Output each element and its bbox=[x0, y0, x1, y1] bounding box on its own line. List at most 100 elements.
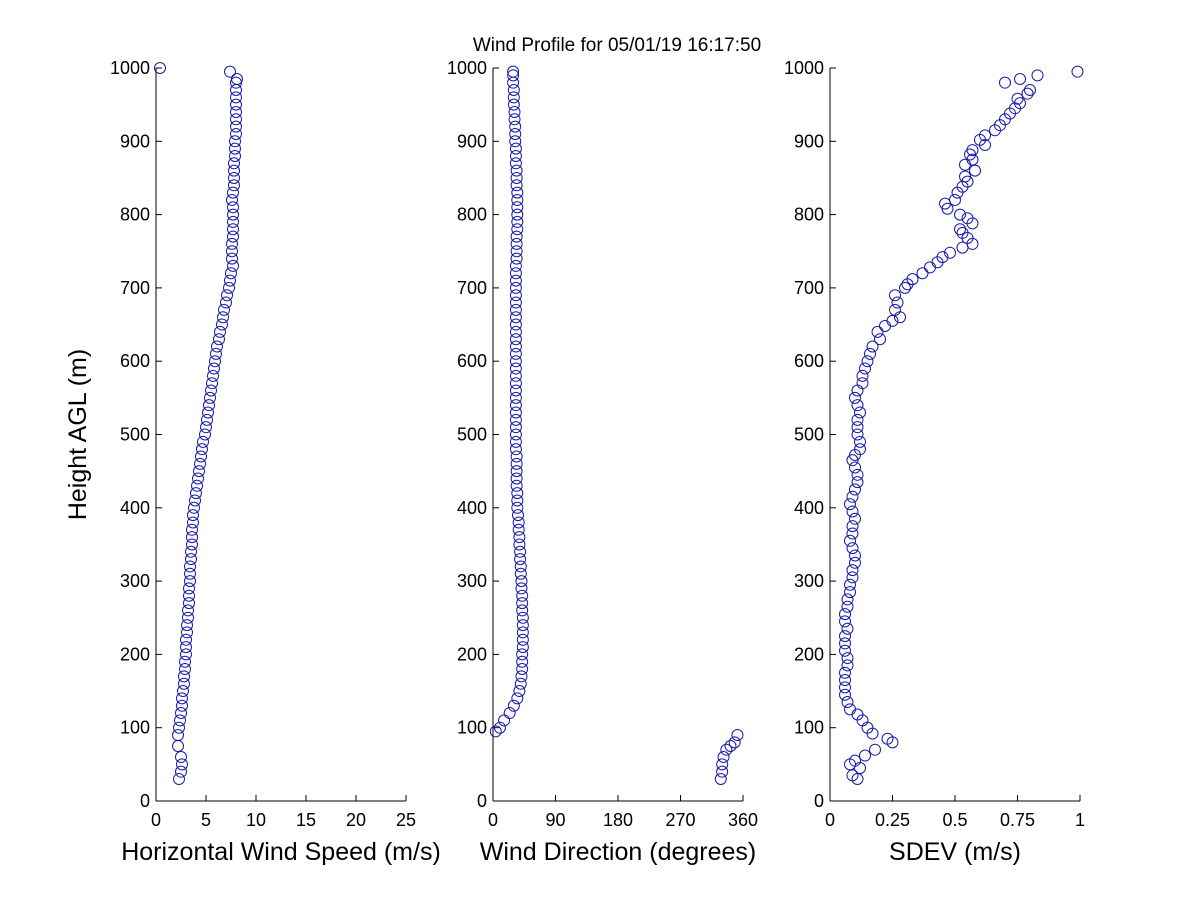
speed-data-point bbox=[194, 457, 206, 470]
sdev-y-tick-label: 500 bbox=[794, 425, 824, 445]
speed-data-point bbox=[177, 685, 189, 698]
direction-x-tick-label: 270 bbox=[665, 810, 695, 830]
speed-data-point bbox=[205, 384, 217, 397]
sdev-data-point bbox=[851, 468, 864, 481]
speed-data-point bbox=[195, 450, 207, 463]
sdev-data-point bbox=[956, 226, 969, 239]
sdev-data-point bbox=[839, 688, 851, 701]
sdev-data-point bbox=[844, 586, 856, 599]
direction-data-point bbox=[717, 751, 730, 764]
figure-title: Wind Profile for 05/01/19 16:17:50 bbox=[473, 35, 761, 56]
sdev-data-point bbox=[966, 144, 979, 157]
speed-data-point bbox=[227, 223, 239, 236]
sdev-data-point bbox=[949, 193, 961, 206]
direction-data-point bbox=[509, 428, 522, 441]
speed-data-point bbox=[178, 670, 190, 683]
sdev-data-point bbox=[889, 303, 901, 316]
speed-data-point bbox=[203, 399, 215, 412]
sdev-data-point bbox=[849, 483, 861, 496]
speed-data-point bbox=[176, 699, 188, 712]
sdev-y-tick-label: 200 bbox=[794, 644, 824, 664]
direction-data-point bbox=[509, 289, 522, 302]
sdev-data-point bbox=[841, 593, 854, 606]
speed-data-point bbox=[226, 237, 238, 250]
speed-data-point bbox=[196, 443, 208, 456]
sdev-data-point bbox=[961, 212, 974, 225]
speed-data-point bbox=[227, 186, 239, 199]
sdev-data-point bbox=[886, 314, 899, 327]
speed-data-point bbox=[173, 721, 185, 734]
sdev-y-tick-label: 800 bbox=[794, 205, 824, 225]
speed-data-point bbox=[230, 113, 242, 126]
direction-data-point bbox=[513, 538, 526, 551]
speed-data-point bbox=[230, 98, 242, 111]
direction-data-point bbox=[511, 215, 524, 228]
direction-data-point bbox=[516, 597, 529, 610]
sdev-data-point bbox=[969, 164, 981, 177]
speed-data-point bbox=[180, 633, 192, 646]
sdev-data-point bbox=[1014, 72, 1026, 85]
speed-data-point bbox=[213, 333, 225, 346]
sdev-data-point bbox=[846, 571, 859, 584]
direction-data-point bbox=[509, 443, 522, 456]
speed-data-point bbox=[207, 369, 219, 382]
direction-data-point bbox=[507, 699, 520, 712]
speed-data-point bbox=[211, 340, 223, 353]
speed-data-point bbox=[217, 311, 229, 324]
sdev-data-point bbox=[854, 435, 866, 448]
direction-data-point bbox=[516, 663, 529, 676]
direction-x-tick-label: 0 bbox=[488, 810, 498, 830]
direction-data-point bbox=[507, 69, 520, 82]
sdev-data-point bbox=[891, 296, 904, 309]
speed-y-tick-label: 300 bbox=[120, 571, 150, 591]
speed-data-point bbox=[227, 208, 239, 221]
direction-data-point bbox=[509, 274, 522, 287]
sdev-data-point bbox=[849, 512, 861, 525]
direction-data-point bbox=[516, 641, 529, 654]
speed-data-point bbox=[179, 663, 191, 676]
speed-data-point bbox=[227, 259, 239, 272]
speed-data-point bbox=[188, 501, 200, 514]
direction-data-point bbox=[509, 399, 522, 412]
sdev-data-point bbox=[846, 564, 859, 577]
direction-data-point bbox=[511, 201, 524, 214]
direction-data-point bbox=[510, 171, 523, 184]
sdev-data-point bbox=[846, 520, 859, 533]
direction-data-point bbox=[516, 611, 529, 624]
direction-y-tick-label: 0 bbox=[477, 791, 487, 811]
direction-x-tick-label: 180 bbox=[603, 810, 633, 830]
direction-data-point bbox=[511, 692, 524, 705]
sdev-data-point bbox=[954, 223, 966, 236]
sdev-y-tick-label: 400 bbox=[794, 498, 824, 518]
direction-y-tick-label: 400 bbox=[457, 498, 487, 518]
sdev-y-tick-label: 1000 bbox=[784, 58, 824, 78]
direction-data-point bbox=[507, 91, 520, 104]
speed-data-point bbox=[187, 516, 199, 529]
direction-data-point bbox=[509, 355, 522, 368]
speed-data-point bbox=[199, 428, 211, 441]
direction-data-point bbox=[503, 707, 516, 720]
speed-x-tick-label: 25 bbox=[396, 810, 416, 830]
sdev-data-point bbox=[851, 413, 864, 426]
speed-data-point bbox=[176, 758, 188, 771]
speed-data-point bbox=[191, 479, 203, 492]
direction-data-point bbox=[516, 633, 529, 646]
sdev-data-point bbox=[881, 732, 894, 745]
direction-data-point bbox=[508, 105, 521, 118]
direction-data-point bbox=[509, 413, 522, 426]
direction-data-point bbox=[510, 465, 523, 478]
sdev-y-tick-label: 100 bbox=[794, 718, 824, 738]
speed-data-point bbox=[224, 65, 236, 78]
direction-data-point bbox=[508, 113, 521, 126]
direction-data-point bbox=[511, 501, 524, 514]
sdev-x-tick-label: 0.25 bbox=[875, 810, 910, 830]
sdev-panel: 0 100 200 300 400 500 600 700 800 900 1000 0 0.25 0.5… bbox=[784, 58, 1085, 866]
direction-data-point bbox=[720, 743, 733, 756]
speed-y-tick-label: 400 bbox=[120, 498, 150, 518]
speed-data-point bbox=[186, 523, 198, 536]
speed-data-point bbox=[210, 347, 222, 360]
speed-x-tick-label: 0 bbox=[151, 810, 161, 830]
speed-data-point bbox=[193, 465, 205, 478]
direction-data-point bbox=[512, 523, 525, 536]
y-axis-label: Height AGL (m) bbox=[64, 349, 92, 520]
